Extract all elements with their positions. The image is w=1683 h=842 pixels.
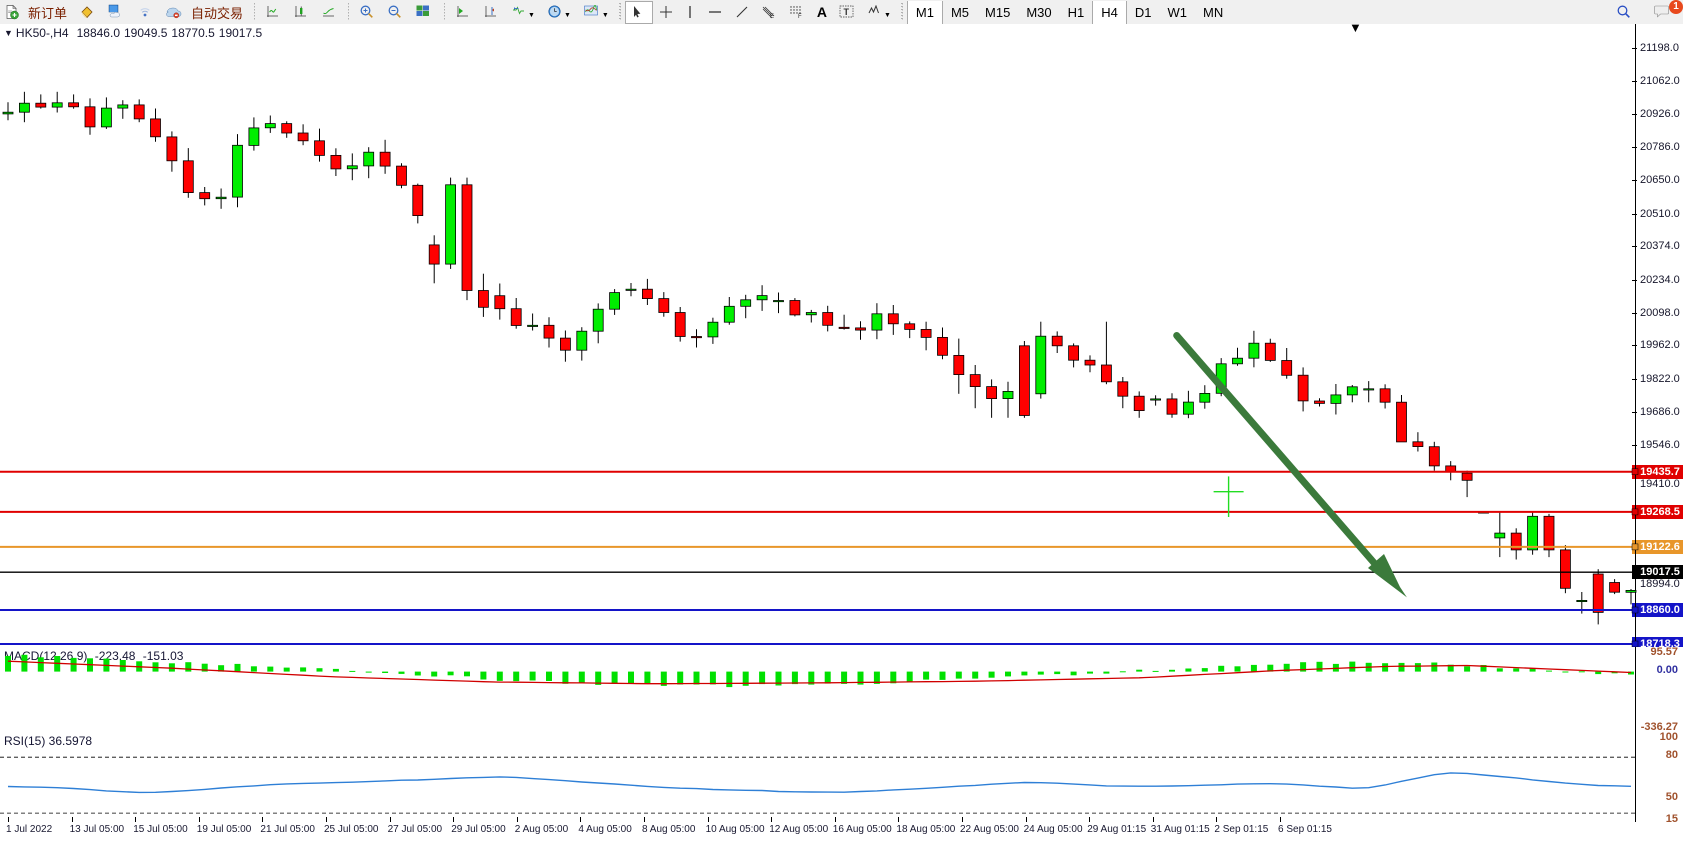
svg-text:F: F [798, 14, 802, 19]
svg-text:E: E [770, 14, 774, 19]
svg-text:T: T [843, 7, 849, 17]
